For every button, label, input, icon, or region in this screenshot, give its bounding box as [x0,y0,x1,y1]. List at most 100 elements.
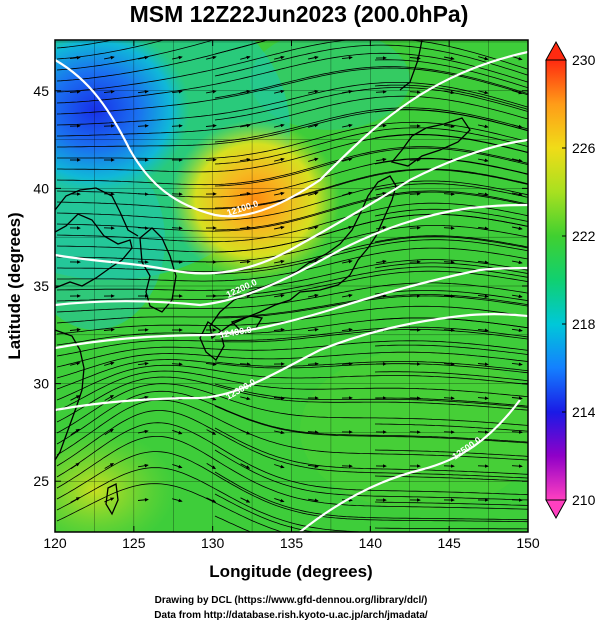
wind-arrow [273,55,285,60]
wind-arrow [478,56,489,61]
wind-arrow [137,395,149,400]
wind-arrow [104,361,115,366]
colorbar-ticks: 210 214 218 222 226 230 [562,52,596,508]
wind-arrow [512,192,523,197]
wind-arrow [206,429,217,435]
chart-title: MSM 12Z22Jun2023 (200.0hPa) [130,1,469,27]
colorbar-lower-triangle [545,499,567,520]
wind-arrow [443,396,455,400]
wind-arrow [137,89,149,94]
streamline [56,225,528,263]
wind-arrow [477,260,489,265]
shikoku-coast [230,315,264,331]
streamline [374,59,528,89]
contour-12300 [55,203,528,307]
wind-arrow [69,328,81,332]
wind-arrow [512,294,523,299]
wind-arrow [273,157,285,162]
wind-arrow [376,225,387,230]
wind-arrow [70,497,81,503]
wind-arrow [171,124,183,128]
wind-arrow [273,123,285,128]
x-tick-label: 130 [201,535,225,551]
wind-arrow [512,226,523,231]
wind-arrow [104,428,114,436]
colorbar-bar [545,59,567,501]
colorbar-tick-label: 222 [572,228,596,244]
streamline [214,44,528,77]
wind-arrow [342,293,353,298]
wind-arrow [240,463,251,469]
wind-arrow [512,260,523,265]
streamline [56,410,528,479]
wind-arrow [478,192,489,197]
wind-arrow [172,463,183,469]
wind-arrow [137,192,149,196]
wind-arrow [308,225,319,230]
wind-arrow [274,464,285,469]
streamline [214,383,528,408]
streamline [375,423,528,432]
wind-arrow [274,191,285,196]
streamline [56,483,284,532]
streamline [56,370,528,412]
streamline [374,317,528,329]
streamline [56,364,528,401]
streamline [56,383,528,434]
kyushu-coast [199,321,225,361]
streamline [374,290,528,302]
wind-arrow [342,225,353,230]
wind-arrow [240,89,251,94]
streamline [374,109,528,132]
cool-zone-north [250,40,410,130]
y-axis-label: Latitude (degrees) [5,212,24,359]
wind-arrow [477,362,489,366]
wind-arrow [511,328,523,333]
wind-arrow [511,396,523,400]
wind-arrow [273,89,285,94]
wind-arrow [104,395,115,401]
wind-arrow [240,123,251,128]
x-tick-label: 120 [43,535,67,551]
y-tick-label: 45 [33,83,49,99]
streamline [214,239,528,275]
wind-arrow [206,463,217,470]
wind-arrow [138,55,149,60]
wind-arrow [205,124,217,128]
streamline [374,344,528,355]
streamline [374,133,528,153]
wind-arrow [443,362,455,366]
streamline [56,82,528,126]
streamline [56,40,115,49]
wind-arrow [69,55,81,60]
wind-arrow [70,395,81,401]
streamline [56,202,528,243]
wind-arrow [137,124,149,128]
streamline [56,436,528,510]
streamline [214,214,528,253]
wind-arrow [477,328,489,333]
y-tick-label: 40 [33,180,49,196]
wind-arrow [341,55,353,60]
wind-arrow [273,328,285,332]
streamline [56,146,528,186]
streamline [214,361,528,372]
wind-arrow [240,157,251,162]
wind-arrow [239,191,251,196]
wind-arrow [307,430,319,434]
cold-region [55,40,190,195]
wind-arrow [308,293,319,298]
streamline [374,527,528,530]
x-tick-label: 140 [359,535,383,551]
wind-arrow [376,259,387,264]
wind-arrow [443,294,455,298]
manchuria-coast [55,187,139,237]
streamline [214,515,252,532]
wind-arrow [477,430,489,434]
streamline [375,397,528,407]
wind-arrow [409,226,421,230]
wind-arrow [104,463,115,469]
contour-12200 [55,138,528,275]
green-zone-east [300,350,528,510]
